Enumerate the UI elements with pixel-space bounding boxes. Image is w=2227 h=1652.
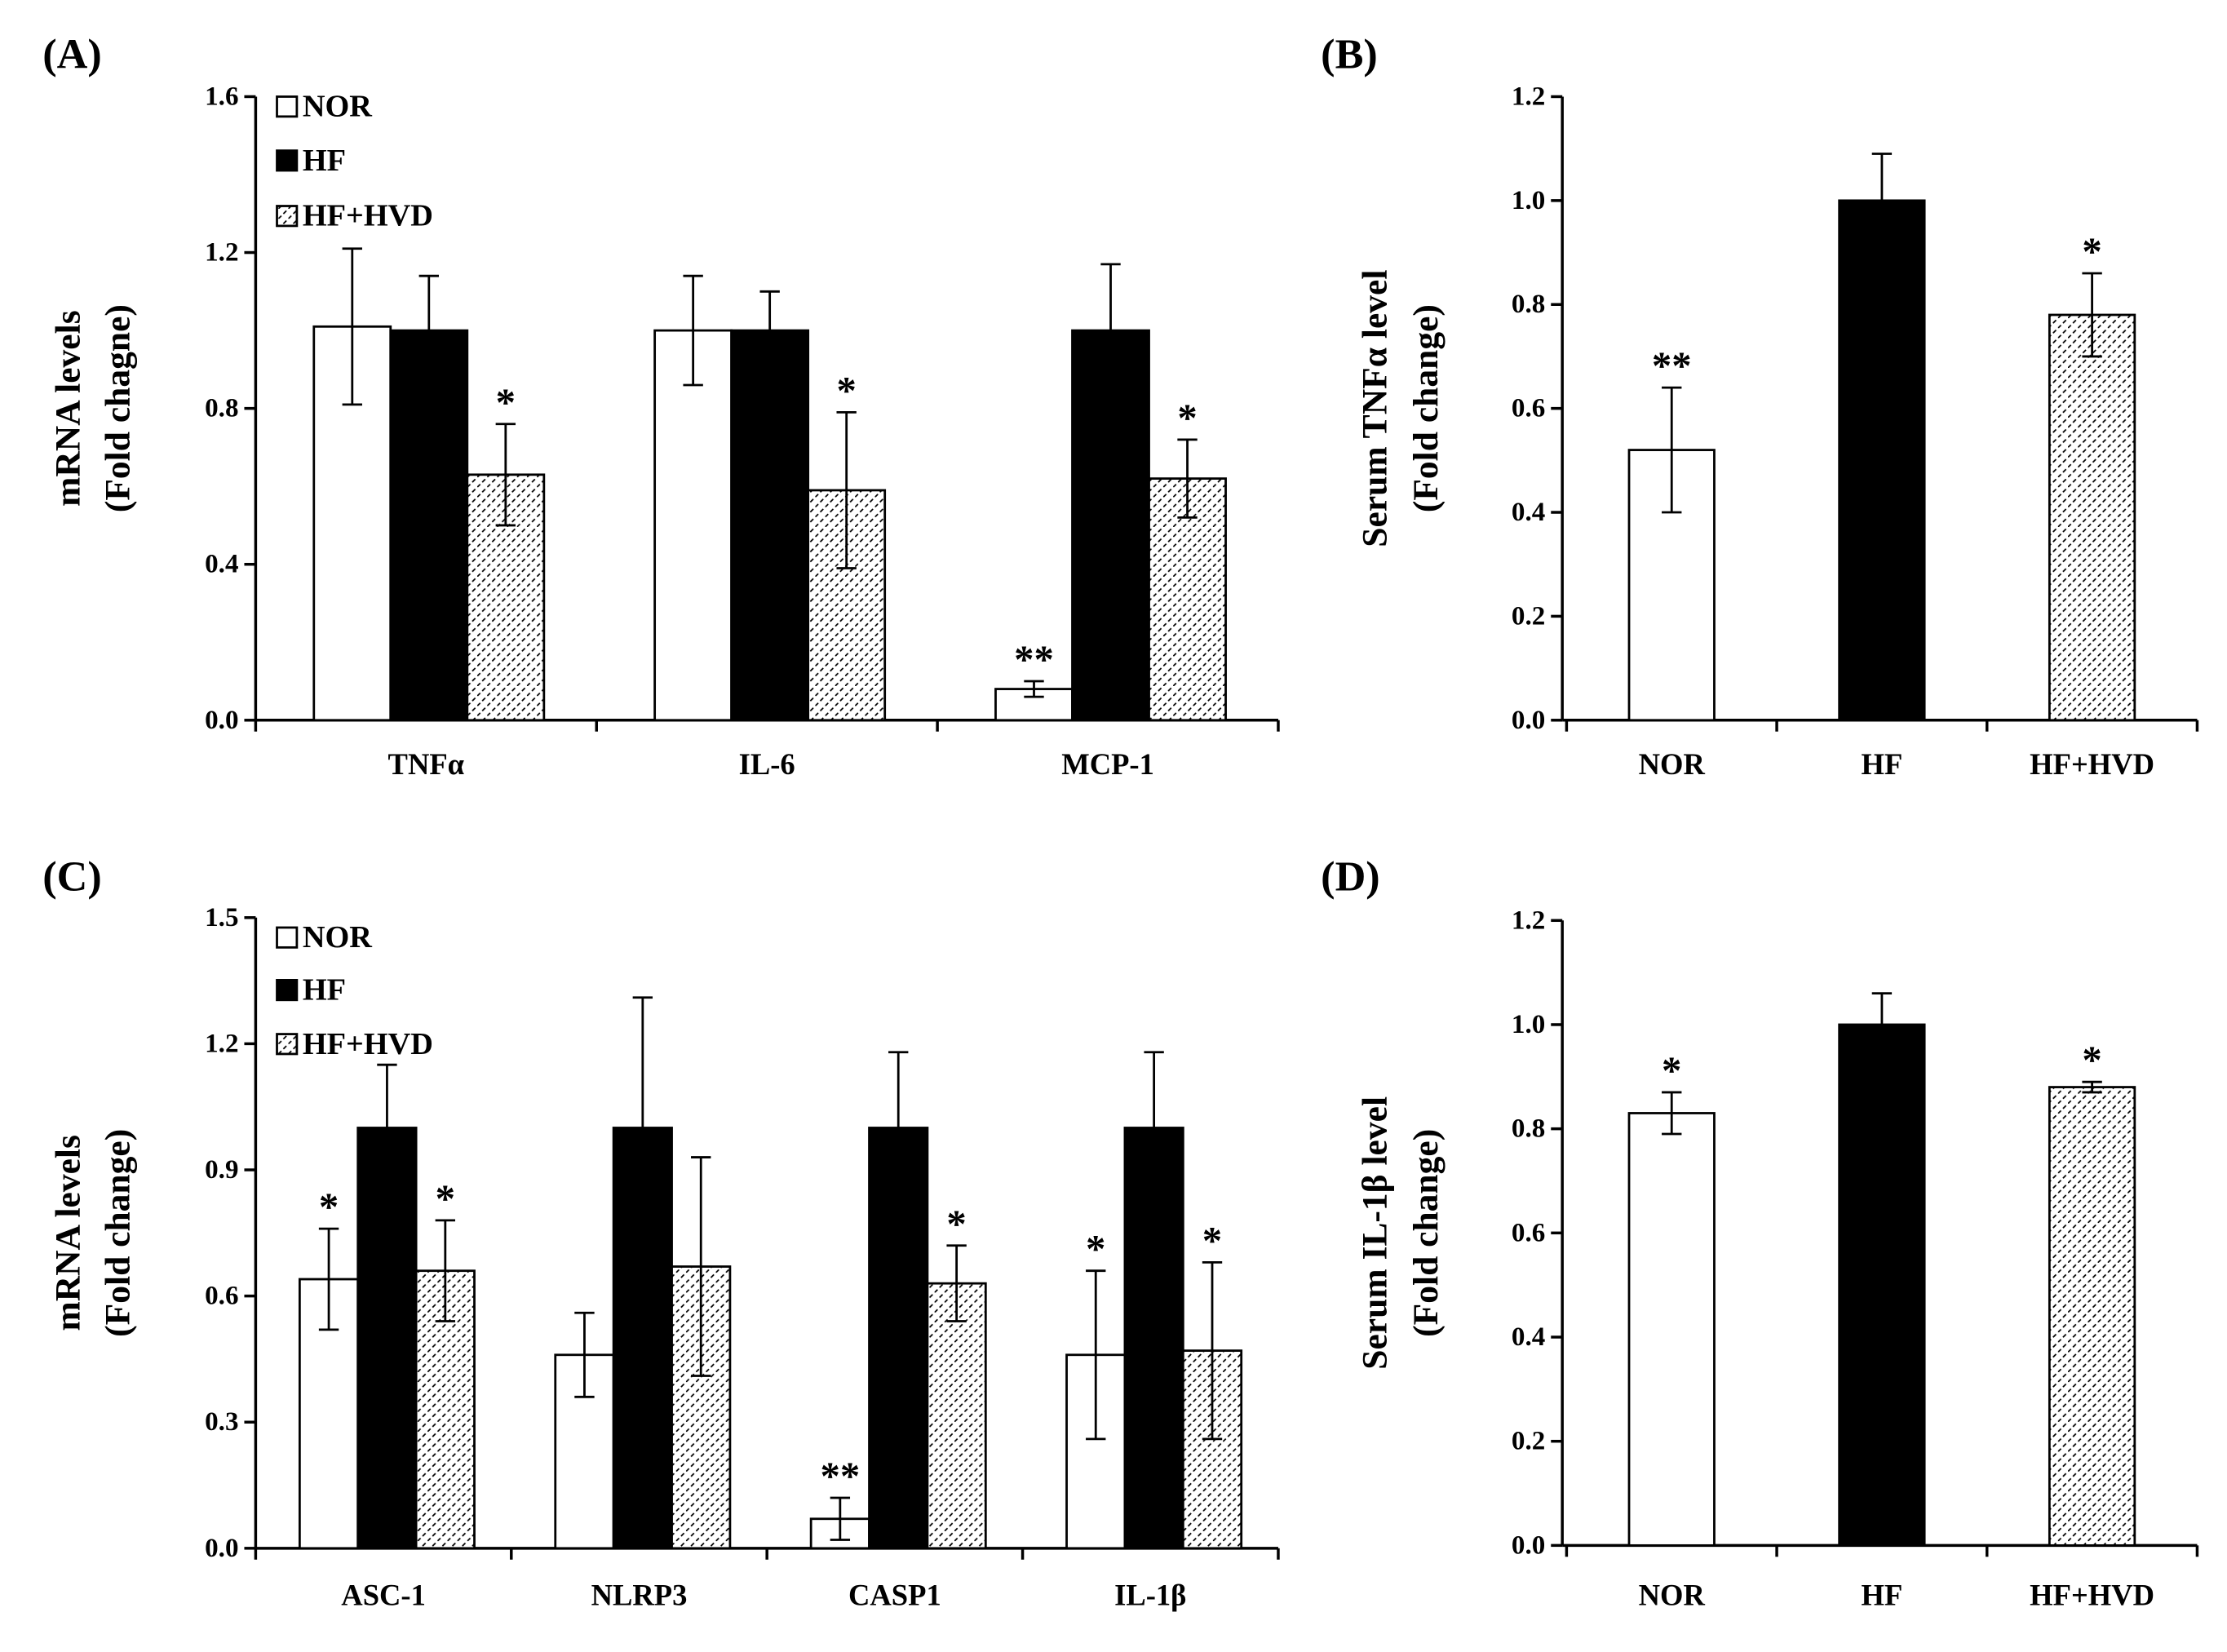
y-tick-label: 0.2: [1512, 1427, 1545, 1456]
x-tick-label-nlrp3: NLRP3: [591, 1578, 688, 1611]
y-tick-label: 1.2: [205, 238, 238, 268]
significance-marker-asc-1-hf-plus-hvd: *: [436, 1176, 455, 1220]
panel-b: (B) Serum TNFα level (Fold change) 0.0 0.2 0.…: [1321, 31, 2199, 781]
y-tick-label: 0.4: [1512, 498, 1545, 527]
x-tick-label-nor: NOR: [1639, 747, 1706, 781]
legend-swatch-nor: [276, 926, 299, 949]
y-tick-label: 0.2: [1512, 601, 1545, 631]
y-tick-label: 0.6: [1512, 394, 1545, 423]
bar-d-hf: [1838, 1023, 1926, 1547]
x-tick-label-nor: NOR: [1639, 1578, 1706, 1611]
y-tick-label: 0.0: [1512, 1530, 1545, 1560]
legend-swatch-hf: [276, 979, 299, 1002]
y-tick-label: 0.0: [1512, 706, 1545, 735]
bar-a-mcp-1-hf-plus-hvd: [1148, 477, 1227, 722]
y-axis-label-line-1: mRNA levels: [49, 1135, 88, 1331]
significance-marker-nor: *: [1662, 1049, 1681, 1093]
panel-title: (A): [42, 31, 102, 78]
y-tick-label: 1.2: [1512, 906, 1545, 935]
y-tick-label: 0.0: [205, 1534, 238, 1563]
legend-swatch-hf-plus-hvd: [276, 205, 299, 228]
panel-c: (C) mRNA levels (Fold change) 0.0 0.3 0.6 0.9 1…: [42, 853, 1280, 1611]
significance-marker-il-6-hf-plus-hvd: *: [836, 369, 856, 413]
y-tick-label: 0.6: [205, 1282, 238, 1311]
legend-swatch-hf-plus-hvd: [276, 1033, 299, 1056]
x-tick-label-il-6: IL-6: [739, 747, 795, 781]
panel-title: (D): [1321, 853, 1380, 901]
legend-label-hf-plus-hvd: HF+HVD: [303, 199, 433, 233]
x-tick-label-hf-plus-hvd: HF+HVD: [2030, 747, 2154, 781]
significance-marker-casp1-nor: **: [820, 1455, 860, 1499]
bar-c-casp1-hf-plus-hvd: [926, 1282, 987, 1550]
y-axis-label-line-2: (Fold change): [1406, 1129, 1446, 1337]
legend-label-hf: HF: [303, 144, 346, 178]
y-axis-label-line-2: (Fold change): [99, 1129, 138, 1337]
y-tick-label: 0.4: [205, 550, 238, 579]
panel-title: (C): [42, 853, 102, 901]
y-tick-label: 1.2: [205, 1029, 238, 1058]
bar-d-nor: [1627, 1112, 1716, 1547]
bar-b-hf: [1838, 199, 1926, 722]
significance-marker-il-1beta-nor: *: [1086, 1227, 1105, 1271]
x-tick-label-hf: HF: [1862, 747, 1903, 781]
x-tick-label-hf-plus-hvd: HF+HVD: [2030, 1578, 2154, 1611]
y-tick-label: 0.4: [1512, 1322, 1545, 1352]
y-tick-label: 0.8: [1512, 1114, 1545, 1144]
bar-a-tnfalpha-hf: [389, 329, 469, 722]
y-tick-label: 0.3: [205, 1407, 238, 1437]
y-tick-label: 1.0: [1512, 186, 1545, 215]
significance-marker-asc-1-nor: *: [319, 1185, 339, 1229]
significance-marker-mcp-1-hf-plus-hvd: *: [1177, 396, 1197, 440]
significance-marker-mcp-1-nor: **: [1014, 638, 1054, 682]
bar-a-il-6-nor: [653, 329, 733, 722]
y-tick-label: 1.5: [205, 903, 238, 932]
y-axis-label-line-2: (Fold change): [1406, 304, 1446, 512]
legend-label-hf-plus-hvd: HF+HVD: [303, 1027, 433, 1061]
x-tick-label-asc-1: ASC-1: [341, 1578, 426, 1611]
legend-swatch-nor: [276, 95, 299, 118]
legend-label-nor: NOR: [303, 920, 372, 954]
significance-marker-hf-plus-hvd: *: [2082, 1039, 2101, 1083]
significance-marker-nor: **: [1652, 344, 1692, 388]
bar-b-hf-plus-hvd: [2048, 313, 2136, 722]
legend-swatch-hf: [276, 149, 299, 172]
x-tick-label-hf: HF: [1862, 1578, 1903, 1611]
bar-d-hf-plus-hvd: [2048, 1086, 2136, 1547]
y-tick-label: 1.6: [205, 82, 238, 111]
x-tick-label-casp1: CASP1: [848, 1578, 941, 1611]
panel-title: (B): [1321, 31, 1378, 78]
significance-marker-il-1beta-hf-plus-hvd: *: [1202, 1219, 1222, 1263]
y-tick-label: 1.0: [1512, 1010, 1545, 1039]
bar-a-il-6-hf: [730, 329, 810, 722]
panel-a: (A) mRNA levels (Fold chagne) 0.0 0.4 0.8 1.2 1…: [42, 31, 1280, 781]
y-axis-label-line-2: (Fold chagne): [99, 304, 138, 512]
x-tick-label-il-1beta: IL-1β: [1114, 1578, 1186, 1611]
bar-a-mcp-1-hf: [1071, 329, 1150, 722]
y-tick-label: 0.6: [1512, 1218, 1545, 1247]
y-tick-label: 0.0: [205, 706, 238, 735]
panel-d: (D) Serum IL-1β level (Fold change) 0.0 0.2 0…: [1321, 853, 2199, 1611]
legend-label-hf: HF: [303, 973, 346, 1008]
significance-marker-casp1-hf-plus-hvd: *: [946, 1202, 966, 1246]
legend-label-nor: NOR: [303, 90, 372, 124]
significance-marker-tnfalpha-hf-plus-hvd: *: [496, 380, 516, 424]
significance-marker-hf-plus-hvd: *: [2082, 230, 2101, 274]
y-tick-label: 1.2: [1512, 82, 1545, 111]
bar-c-asc-1-hf: [356, 1127, 418, 1550]
x-tick-label-tnfalpha: TNFα: [388, 747, 465, 781]
y-axis-label-line-1: Serum TNFα level: [1355, 270, 1394, 547]
y-axis-label-line-1: mRNA levels: [49, 310, 88, 507]
x-tick-label-mcp-1: MCP-1: [1061, 747, 1154, 781]
y-tick-label: 0.8: [205, 394, 238, 423]
y-tick-label: 0.8: [1512, 290, 1545, 319]
y-tick-label: 0.9: [205, 1155, 238, 1185]
y-axis-label-line-1: Serum IL-1β level: [1355, 1096, 1394, 1370]
